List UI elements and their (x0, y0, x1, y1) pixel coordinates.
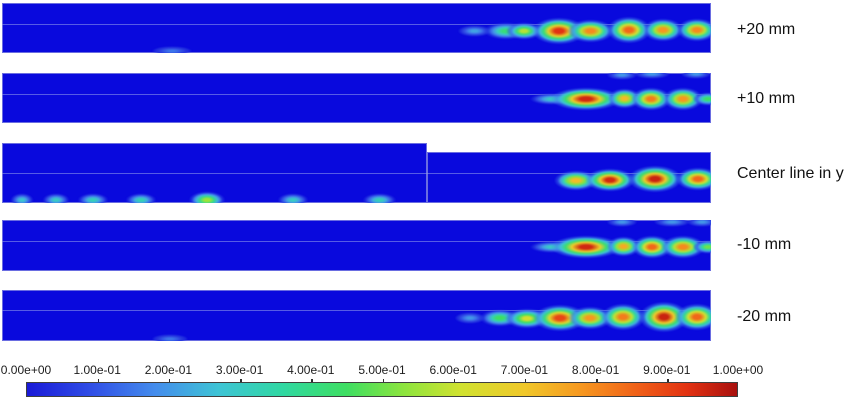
strip-label: +10 mm (737, 90, 796, 107)
colorbar-tick-label: 0.00e+00 (0, 363, 52, 377)
heat-spot (77, 193, 109, 203)
colorbar-tick (168, 379, 171, 382)
colorbar-tick-label: 2.00e-01 (144, 363, 193, 377)
heat-spot (652, 220, 692, 228)
weld-center-line (2, 94, 711, 95)
strip-plus-20mm (2, 3, 711, 53)
colorbar-tick (97, 379, 100, 382)
colorbar-tick (311, 379, 313, 382)
heat-spot (125, 193, 157, 203)
strip-label: +20 mm (737, 21, 796, 38)
weld-center-line (2, 173, 711, 174)
heat-spot (675, 166, 711, 192)
strip-label: -10 mm (737, 236, 792, 253)
colorbar-tick (382, 379, 384, 382)
heat-spot (676, 17, 711, 43)
weld-center-line (2, 24, 711, 25)
heat-spot (277, 193, 309, 203)
heat-spot (606, 220, 638, 228)
colorbar-tick (667, 379, 669, 382)
colorbar-tick-label: 7.00e-01 (500, 363, 549, 377)
heat-spot (42, 193, 70, 203)
colorbar-tick (524, 379, 527, 382)
heat-spot (454, 311, 486, 325)
colorbar-tick-label: 9.00e-01 (643, 363, 691, 377)
colorbar-tick-label: 5.00e-01 (358, 363, 406, 377)
colorbar-tick-label: 1.00e-01 (73, 363, 121, 377)
heat-spot (686, 220, 711, 228)
colorbar-tick-label: 4.00e-01 (287, 363, 335, 377)
heat-spot (632, 73, 672, 80)
heat-spot (674, 303, 711, 331)
colorbar-tick-label: 3.00e-01 (215, 363, 264, 377)
strip-label: -20 mm (737, 308, 792, 325)
heat-spot (361, 193, 397, 203)
heat-spot (680, 73, 711, 80)
heat-spot (627, 165, 683, 193)
heat-spot (692, 92, 711, 106)
heat-spot (9, 193, 35, 203)
strip-plus-10mm (2, 73, 711, 123)
strip-minus-10mm (2, 220, 711, 271)
strip-center-line (2, 143, 711, 203)
colorbar-tick (240, 379, 242, 382)
strip-label: Center line in y (737, 165, 844, 182)
colorbar-tick-label: 6.00e-01 (429, 363, 477, 377)
strip-minus-20mm (2, 290, 711, 341)
heat-spot (456, 24, 492, 38)
heat-spot (692, 240, 711, 254)
heat-spot (187, 191, 227, 203)
heat-spot (606, 73, 638, 81)
colorbar-tick-label: 1.00e+00 (712, 363, 764, 377)
colorbar-tick (453, 379, 456, 382)
colorbar-tick-label: 8.00e-01 (571, 363, 620, 377)
weld-center-line (2, 310, 711, 311)
heat-spot (150, 333, 190, 341)
colorbar-tick (596, 379, 598, 382)
heat-spot (151, 45, 193, 53)
colorbar (26, 379, 738, 397)
weld-center-line (2, 241, 711, 242)
